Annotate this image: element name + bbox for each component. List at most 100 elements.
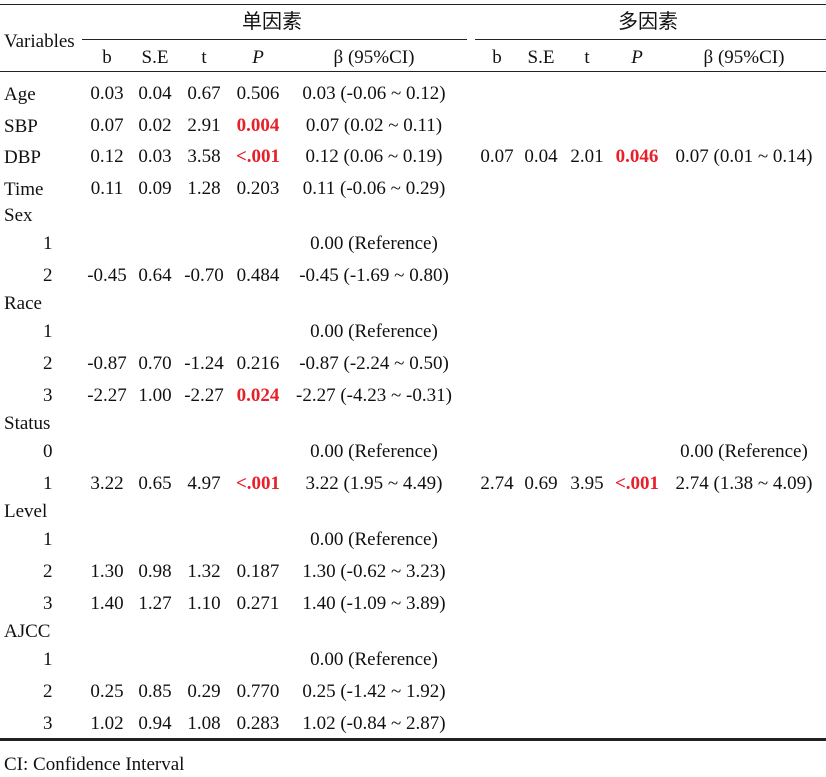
uni-se-value: 0.02 bbox=[138, 115, 172, 136]
uni-p-value: 0.024 bbox=[236, 385, 280, 406]
header-multi-beta-ci: β (95%CI) bbox=[703, 47, 785, 68]
uni-se-value: 0.85 bbox=[138, 681, 172, 702]
header-rule bbox=[0, 71, 826, 72]
uni-p-value: 0.283 bbox=[236, 713, 280, 734]
uni-p-value: 0.187 bbox=[236, 561, 280, 582]
uni-beta-ci-value: 3.22 (1.95 ~ 4.49) bbox=[305, 473, 443, 494]
row-level-label: 1 bbox=[43, 649, 53, 670]
uni-t-value: -2.27 bbox=[184, 385, 224, 406]
multi-se-value: 0.69 bbox=[524, 473, 558, 494]
group-rule-multi bbox=[475, 39, 826, 40]
uni-p-value: <.001 bbox=[235, 146, 281, 167]
uni-p-value: 0.203 bbox=[236, 178, 280, 199]
row-level-label: 0 bbox=[43, 441, 53, 462]
row-level-label: 1 bbox=[43, 473, 53, 494]
multi-b-value: 0.07 bbox=[480, 146, 514, 167]
row-level-label: 1 bbox=[43, 233, 53, 254]
uni-t-value: 0.67 bbox=[187, 83, 221, 104]
uni-se-value: 0.64 bbox=[138, 265, 172, 286]
header-variables: Variables bbox=[4, 31, 75, 52]
uni-beta-ci-value: -2.27 (-4.23 ~ -0.31) bbox=[296, 385, 452, 406]
header-multi-se: S.E bbox=[527, 47, 555, 68]
uni-beta-ci-value: 0.03 (-0.06 ~ 0.12) bbox=[302, 83, 446, 104]
uni-se-value: 0.98 bbox=[138, 561, 172, 582]
uni-se-value: 0.94 bbox=[138, 713, 172, 734]
uni-reference-value: 0.00 (Reference) bbox=[310, 441, 438, 462]
multi-beta-ci-value: 0.07 (0.01 ~ 0.14) bbox=[675, 146, 813, 167]
row-level-label: 3 bbox=[43, 713, 53, 734]
header-uni-t: t bbox=[201, 47, 207, 68]
uni-t-value: 2.91 bbox=[187, 115, 221, 136]
uni-b-value: 0.07 bbox=[90, 115, 124, 136]
uni-se-value: 1.27 bbox=[138, 593, 172, 614]
multi-p-value: <.001 bbox=[614, 473, 660, 494]
header-uni-p: P bbox=[252, 47, 264, 68]
row-variable-label: DBP bbox=[4, 147, 41, 168]
bottom-rule bbox=[0, 738, 826, 741]
row-variable-label: Level bbox=[4, 501, 48, 522]
header-multi-t: t bbox=[584, 47, 590, 68]
uni-b-value: 0.12 bbox=[90, 146, 124, 167]
uni-beta-ci-value: -0.87 (-2.24 ~ 0.50) bbox=[299, 353, 449, 374]
uni-b-value: 1.40 bbox=[90, 593, 124, 614]
row-variable-label: Age bbox=[4, 84, 36, 105]
row-variable-label: Race bbox=[4, 293, 42, 314]
header-multi-p: P bbox=[631, 47, 643, 68]
uni-t-value: 4.97 bbox=[187, 473, 221, 494]
uni-beta-ci-value: 1.30 (-0.62 ~ 3.23) bbox=[302, 561, 446, 582]
group-header-multi: 多因素 bbox=[618, 9, 678, 33]
header-uni-beta-ci: β (95%CI) bbox=[333, 47, 415, 68]
uni-p-value: 0.506 bbox=[236, 83, 280, 104]
uni-t-value: 3.58 bbox=[187, 146, 221, 167]
multi-t-value: 2.01 bbox=[570, 146, 604, 167]
group-header-uni: 单因素 bbox=[242, 9, 302, 33]
uni-t-value: 1.10 bbox=[187, 593, 221, 614]
uni-b-value: 0.11 bbox=[90, 178, 124, 199]
row-level-label: 2 bbox=[43, 265, 53, 286]
uni-t-value: 1.08 bbox=[187, 713, 221, 734]
row-level-label: 3 bbox=[43, 593, 53, 614]
uni-reference-value: 0.00 (Reference) bbox=[310, 529, 438, 550]
uni-se-value: 0.70 bbox=[138, 353, 172, 374]
row-level-label: 2 bbox=[43, 681, 53, 702]
uni-beta-ci-value: 0.12 (0.06 ~ 0.19) bbox=[305, 146, 443, 167]
uni-t-value: -0.70 bbox=[184, 265, 224, 286]
group-rule-uni bbox=[82, 39, 467, 40]
multi-t-value: 3.95 bbox=[570, 473, 604, 494]
uni-se-value: 0.65 bbox=[138, 473, 172, 494]
row-variable-label: AJCC bbox=[4, 621, 51, 642]
uni-t-value: 0.29 bbox=[187, 681, 221, 702]
uni-reference-value: 0.00 (Reference) bbox=[310, 321, 438, 342]
header-multi-b: b bbox=[492, 47, 502, 68]
footnote: CI: Confidence Interval bbox=[4, 754, 185, 775]
uni-se-value: 0.09 bbox=[138, 178, 172, 199]
row-variable-label: SBP bbox=[4, 116, 38, 137]
uni-b-value: 1.30 bbox=[90, 561, 124, 582]
multi-p-value: 0.046 bbox=[615, 146, 659, 167]
uni-se-value: 1.00 bbox=[138, 385, 172, 406]
multi-reference-value: 0.00 (Reference) bbox=[680, 441, 808, 462]
uni-p-value: 0.271 bbox=[236, 593, 280, 614]
uni-b-value: 1.02 bbox=[90, 713, 124, 734]
uni-b-value: 0.25 bbox=[90, 681, 124, 702]
uni-beta-ci-value: 1.02 (-0.84 ~ 2.87) bbox=[302, 713, 446, 734]
uni-beta-ci-value: 0.11 (-0.06 ~ 0.29) bbox=[302, 178, 446, 199]
uni-beta-ci-value: 1.40 (-1.09 ~ 3.89) bbox=[302, 593, 446, 614]
header-uni-se: S.E bbox=[141, 47, 169, 68]
uni-beta-ci-value: -0.45 (-1.69 ~ 0.80) bbox=[299, 265, 449, 286]
multi-beta-ci-value: 2.74 (1.38 ~ 4.09) bbox=[675, 473, 813, 494]
uni-reference-value: 0.00 (Reference) bbox=[310, 649, 438, 670]
uni-b-value: 0.03 bbox=[90, 83, 124, 104]
row-variable-label: Status bbox=[4, 413, 51, 434]
row-variable-label: Time bbox=[4, 179, 44, 200]
row-level-label: 2 bbox=[43, 353, 53, 374]
uni-p-value: <.001 bbox=[235, 473, 281, 494]
uni-p-value: 0.770 bbox=[236, 681, 280, 702]
row-level-label: 1 bbox=[43, 321, 53, 342]
uni-b-value: 3.22 bbox=[90, 473, 124, 494]
row-level-label: 1 bbox=[43, 529, 53, 550]
uni-p-value: 0.216 bbox=[236, 353, 280, 374]
uni-b-value: -2.27 bbox=[87, 385, 127, 406]
top-rule bbox=[0, 4, 826, 5]
uni-b-value: -0.87 bbox=[87, 353, 127, 374]
